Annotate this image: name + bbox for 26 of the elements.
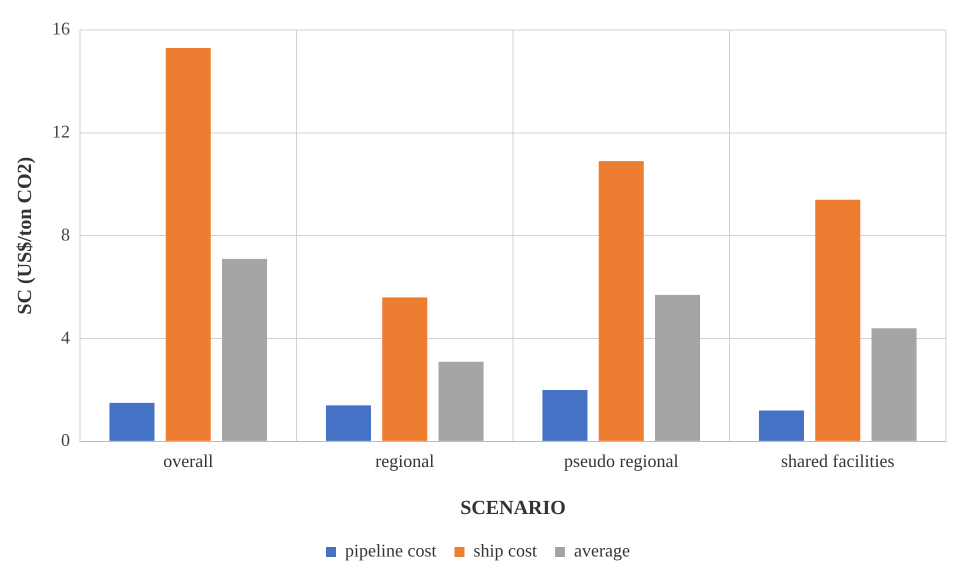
y-tick-label: 8 bbox=[61, 224, 70, 244]
bar bbox=[438, 362, 484, 441]
bar bbox=[222, 258, 268, 441]
bar bbox=[109, 402, 154, 441]
legend-label: ship cost bbox=[474, 540, 538, 561]
x-axis-title: SCENARIO bbox=[460, 497, 566, 520]
bar bbox=[655, 294, 700, 441]
bar bbox=[815, 200, 860, 441]
bar bbox=[542, 390, 588, 441]
x-tick-label: shared facilities bbox=[781, 450, 894, 471]
bar bbox=[872, 328, 917, 441]
x-tick-label: overall bbox=[163, 450, 214, 471]
bar bbox=[758, 410, 804, 441]
x-tick-label: pseudo regional bbox=[564, 450, 678, 471]
y-tick-label: 4 bbox=[61, 327, 70, 348]
x-tick-label: regional bbox=[375, 450, 434, 471]
y-axis-title: SC (US$/ton CO2) bbox=[14, 156, 36, 315]
y-tick-label: 12 bbox=[52, 122, 70, 142]
bar bbox=[598, 161, 644, 441]
y-tick-label: 16 bbox=[52, 18, 70, 39]
bar bbox=[166, 48, 211, 441]
y-tick-label: 0 bbox=[61, 430, 70, 450]
legend-label: pipeline cost bbox=[345, 540, 437, 561]
bar bbox=[326, 405, 371, 441]
legend-label: average bbox=[574, 540, 630, 561]
bar bbox=[382, 297, 428, 441]
